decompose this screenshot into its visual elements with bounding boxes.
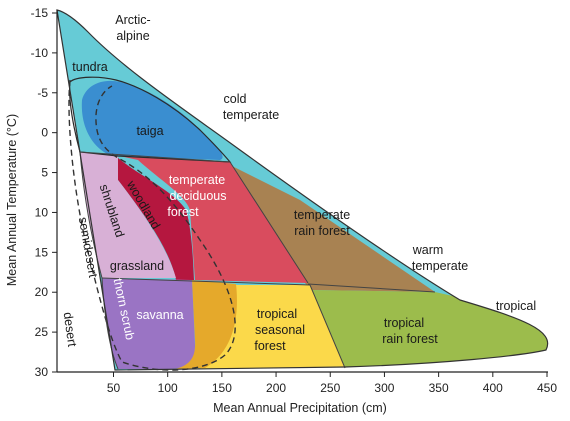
taiga-region [81,80,223,160]
biome-label-trop-rain-1: tropical [384,316,424,330]
y-tick-label: 0 [41,126,48,140]
y-tick-label: 15 [35,245,49,259]
x-tick-label: 350 [429,381,449,395]
x-tick-label: 300 [374,381,394,395]
biome-label-trop-seasonal-2: seasonal [255,323,305,337]
region-borders [56,9,549,371]
fire-boundary-dashed [68,79,236,371]
biome-label-taiga: taiga [136,124,163,138]
y-tick-label: 5 [41,166,48,180]
y-tick-label: 30 [35,365,49,379]
savanna-region [102,278,195,369]
biome-label-temp-rain-1: temperate [294,208,350,222]
zone-label-warm-temperate-1: warm [412,243,444,257]
biome-label-trop-seasonal-3: forest [254,339,286,353]
x-tick-label: 450 [537,381,557,395]
y-tick-label: -5 [37,86,48,100]
biome-label-temp-rain-2: rain forest [294,224,350,238]
y-tick-label: -10 [31,46,49,60]
shrubland-region [80,152,176,278]
y-tick-label: 10 [35,205,49,219]
temperate-deciduous-forest-region [115,155,308,283]
zone-label-arctic-alpine-2: alpine [116,29,149,43]
biome-label-tundra: tundra [72,60,107,74]
x-tick-label: 50 [107,381,121,395]
x-axis-label: Mean Annual Precipitation (cm) [213,401,387,415]
x-tick-label: 100 [158,381,178,395]
y-tick-label: -15 [31,6,49,20]
woodland-region [118,158,194,280]
biome-label-deciduous-2: deciduous [170,189,227,203]
x-axis-ticks: 50 100 150 200 250 300 350 400 450 [107,372,557,395]
x-tick-label: 150 [212,381,232,395]
axes [56,10,548,373]
zone-label-tropical: tropical [496,299,536,313]
x-tick-label: 250 [320,381,340,395]
biome-label-deciduous-3: forest [167,205,199,219]
biome-label-deciduous-1: temperate [169,173,225,187]
y-axis-ticks: -15 -10 -5 0 5 10 15 20 25 30 [31,6,57,379]
y-tick-label: 25 [35,325,49,339]
biome-label-grassland: grassland [110,259,164,273]
biome-label-savanna: savanna [136,308,183,322]
zone-label-cold-temperate-2: temperate [223,108,279,122]
y-tick-label: 20 [35,285,49,299]
x-tick-label: 400 [483,381,503,395]
tropical-rain-forest-region [310,290,548,370]
tropical-seasonal-forest-transition [175,280,237,369]
zone-label-cold-temperate-1: cold [224,92,247,106]
biome-label-trop-seasonal-1: tropical [257,307,297,321]
biome-label-desert: desert [61,311,80,348]
x-tick-label: 200 [266,381,286,395]
zone-label-arctic-alpine-1: Arctic- [115,13,150,27]
tundra-outline [69,76,232,163]
biome-label-trop-rain-2: rain forest [382,332,438,346]
temperate-rain-forest-region [230,165,435,292]
y-axis-label: Mean Annual Temperature (°C) [5,114,19,286]
zone-label-warm-temperate-2: temperate [412,259,468,273]
